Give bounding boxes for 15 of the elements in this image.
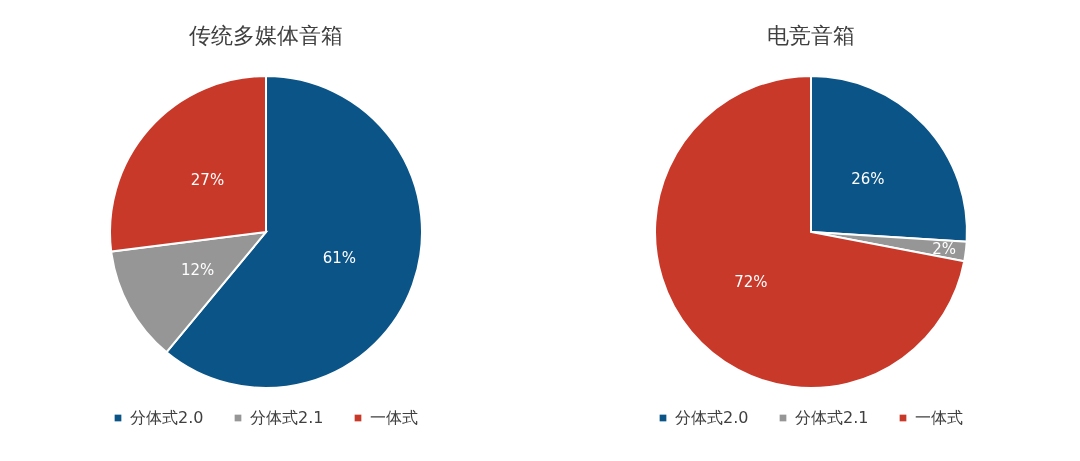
data-label: 27% [190, 171, 225, 190]
legend-label: 一体式 [370, 408, 418, 427]
legend-label: 分体式2.0 [675, 408, 749, 427]
pie-slice [654, 75, 966, 389]
legend-label: 分体式2.1 [250, 408, 324, 427]
data-label: 12% [180, 260, 215, 279]
data-label: 2% [932, 239, 956, 258]
chart-title: 传统多媒体音箱 [189, 23, 343, 48]
data-label: 72% [734, 272, 768, 291]
data-label: 26% [851, 169, 885, 188]
chart-title: 电竞音箱 [767, 23, 855, 48]
data-label: 61% [322, 249, 357, 268]
legend-label: 分体式2.0 [130, 408, 204, 427]
legend-label: 一体式 [915, 408, 963, 427]
legend-label: 分体式2.1 [795, 408, 869, 427]
